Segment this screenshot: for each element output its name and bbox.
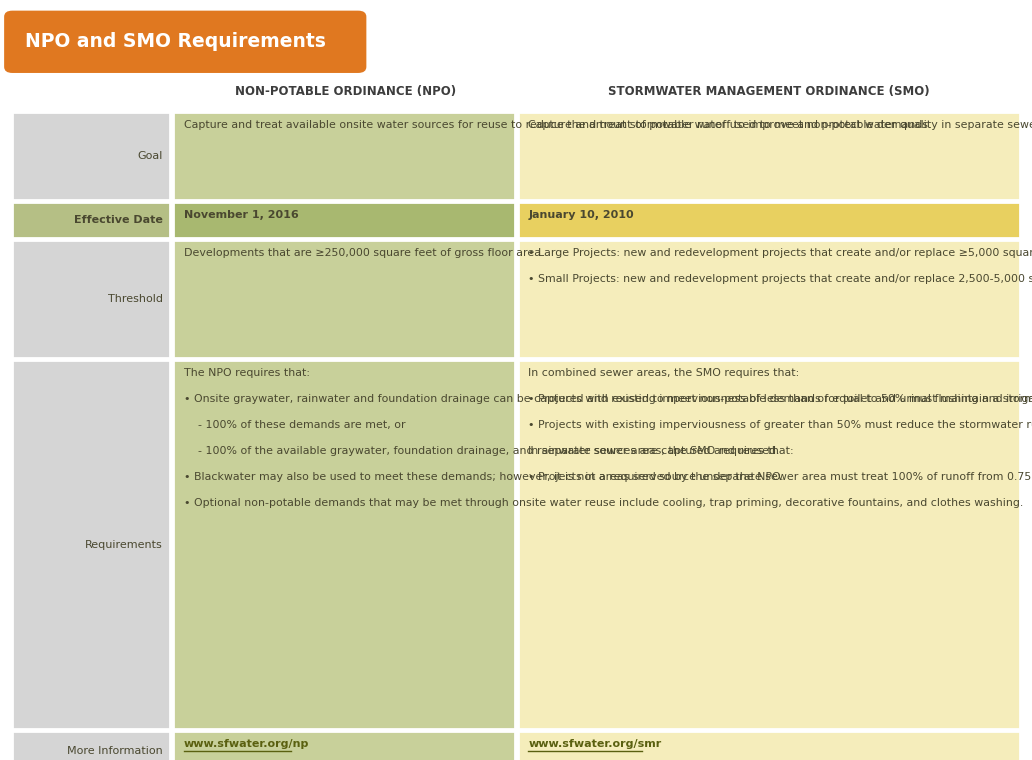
Text: • Large Projects: new and redevelopment projects that create and/or replace ≥5,0: • Large Projects: new and redevelopment … — [528, 248, 1032, 283]
Bar — [518, 112, 1020, 200]
Text: www.sfwater.org/smr: www.sfwater.org/smr — [528, 739, 662, 749]
Bar — [12, 112, 170, 200]
Text: January 10, 2010: January 10, 2010 — [528, 210, 634, 220]
FancyBboxPatch shape — [4, 11, 366, 73]
Bar — [173, 360, 515, 729]
Text: Threshold: Threshold — [108, 294, 163, 304]
Text: Requirements: Requirements — [86, 540, 163, 549]
Text: Capture and treat stormwater runoff to improve and protect water quality in sepa: Capture and treat stormwater runoff to i… — [528, 120, 1032, 130]
Text: NON-POTABLE ORDINANCE (NPO): NON-POTABLE ORDINANCE (NPO) — [235, 84, 456, 98]
Text: Developments that are ≥250,000 square feet of gross floor area: Developments that are ≥250,000 square fe… — [184, 248, 541, 258]
Bar — [12, 240, 170, 358]
Text: More Information: More Information — [67, 746, 163, 755]
Bar — [518, 240, 1020, 358]
Bar — [173, 112, 515, 200]
Bar — [173, 240, 515, 358]
Text: Goal: Goal — [137, 151, 163, 161]
Text: November 1, 2016: November 1, 2016 — [184, 210, 298, 220]
Text: www.sfwater.org/np: www.sfwater.org/np — [184, 739, 309, 749]
Bar — [518, 202, 1020, 238]
Text: STORMWATER MANAGEMENT ORDINANCE (SMO): STORMWATER MANAGEMENT ORDINANCE (SMO) — [608, 84, 930, 98]
Text: The NPO requires that:

• Onsite graywater, rainwater and foundation drainage ca: The NPO requires that: • Onsite graywate… — [184, 368, 1032, 508]
Bar — [173, 731, 515, 760]
Bar — [173, 202, 515, 238]
Text: Effective Date: Effective Date — [74, 215, 163, 225]
Bar — [12, 360, 170, 729]
Bar — [518, 360, 1020, 729]
Text: Capture and treat available onsite water sources for reuse to reduce the amount : Capture and treat available onsite water… — [184, 120, 931, 130]
Bar — [12, 731, 170, 760]
Text: NPO and SMO Requirements: NPO and SMO Requirements — [25, 32, 326, 52]
Text: In combined sewer areas, the SMO requires that:

• Projects with existing imperv: In combined sewer areas, the SMO require… — [528, 368, 1032, 482]
Bar — [518, 731, 1020, 760]
Bar — [12, 202, 170, 238]
